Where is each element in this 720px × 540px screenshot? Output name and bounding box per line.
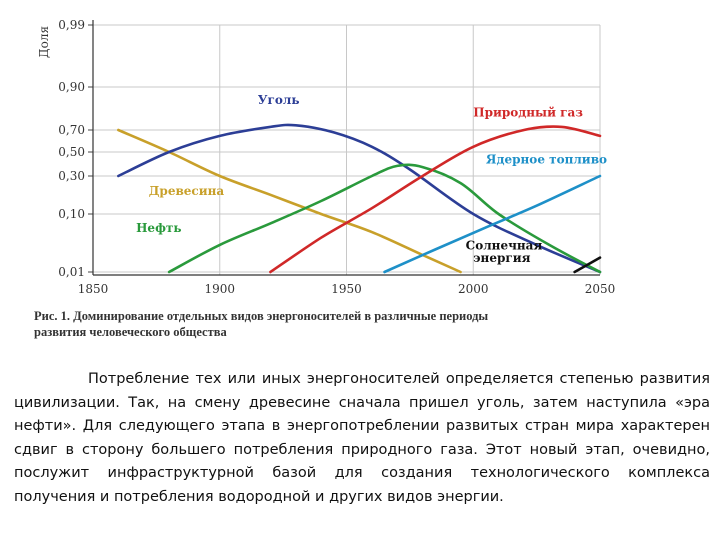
x-tick-label: 1850 bbox=[78, 282, 109, 296]
series-label-4: Нефть bbox=[136, 221, 181, 235]
y-tick-label: 0,01 bbox=[58, 265, 85, 279]
x-tick-label: 2050 bbox=[585, 282, 616, 296]
series-label-1: Природный газ bbox=[473, 106, 583, 120]
x-tick-label: 1950 bbox=[331, 282, 362, 296]
series-line-5 bbox=[573, 256, 602, 274]
y-tick-label: 0,99 bbox=[58, 18, 85, 32]
figure-caption: Рис. 1. Доминирование отдельных видов эн… bbox=[34, 308, 614, 340]
series-line-0 bbox=[117, 128, 462, 274]
x-tick-label: 2000 bbox=[458, 282, 489, 296]
series-label-2: Ядерное топливо bbox=[486, 152, 607, 166]
series-line-3 bbox=[269, 125, 602, 274]
x-tick-label: 1900 bbox=[204, 282, 235, 296]
series-label-6: энергия bbox=[473, 251, 530, 265]
chart-gridlines bbox=[92, 24, 601, 275]
series-label-0: Уголь bbox=[258, 93, 300, 107]
chart-labels: Уголь Природный газ Ядерное топливо Древеси… bbox=[136, 93, 607, 265]
series-line-4 bbox=[383, 174, 602, 274]
y-tick-label: 0,10 bbox=[58, 207, 85, 221]
figure-caption-line-2: развития человеческого общества bbox=[34, 325, 227, 339]
figure-caption-line-1: Рис. 1. Доминирование отдельных видов эн… bbox=[34, 309, 489, 323]
y-tick-label: 0,30 bbox=[58, 169, 85, 183]
chart-series-lines bbox=[117, 123, 602, 274]
series-label-5: Солнечная bbox=[466, 238, 543, 252]
chart-axes: 0,99 0,90 0,70 0,50 0,30 0,10 0,01 1850 1900 1950… bbox=[37, 18, 615, 296]
energy-share-chart: 0,99 0,90 0,70 0,50 0,30 0,10 0,01 1850 1900 1950… bbox=[37, 18, 615, 296]
y-tick-label: 0,70 bbox=[58, 123, 85, 137]
series-line-1 bbox=[117, 123, 602, 274]
y-axis-label: Доля bbox=[37, 26, 51, 58]
series-label-3: Древесина bbox=[149, 184, 225, 198]
series-line-2 bbox=[167, 163, 602, 274]
y-tick-label: 0,90 bbox=[58, 80, 85, 94]
y-tick-label: 0,50 bbox=[58, 145, 85, 159]
body-paragraph: Потребление тех или иных энергоносителей… bbox=[14, 371, 710, 505]
